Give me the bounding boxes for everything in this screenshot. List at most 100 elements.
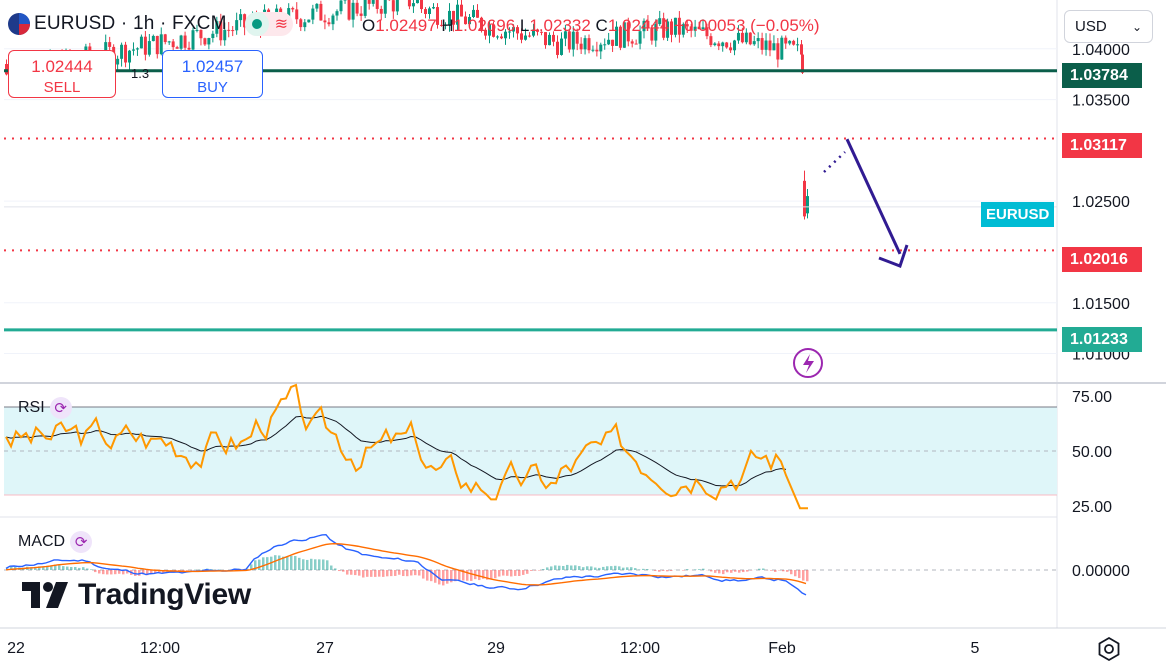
candle-body (460, 4, 463, 17)
macd-histogram-bar (346, 570, 349, 575)
candle-body (411, 3, 415, 7)
macd-histogram-bar (366, 570, 369, 577)
time-tick-label: 22 (7, 640, 25, 657)
macd-histogram-bar (758, 568, 761, 570)
macd-histogram-bar (594, 567, 597, 570)
candle-body (203, 38, 207, 45)
refresh-icon[interactable]: ⟳ (70, 531, 93, 553)
candle-body (658, 18, 662, 25)
macd-histogram-bar (354, 570, 357, 576)
candle-body (670, 21, 673, 35)
macd-histogram-bar (66, 566, 69, 570)
macd-histogram-bar (330, 565, 333, 570)
macd-histogram-bar (530, 570, 533, 571)
macd-histogram-bar (50, 565, 53, 570)
macd-histogram-bar (666, 570, 669, 572)
candle-body (371, 0, 375, 4)
candle-body (697, 26, 701, 30)
macd-histogram-bar (538, 570, 541, 571)
macd-legend[interactable]: MACD ⟳ (18, 531, 93, 553)
candle-body (116, 58, 120, 65)
candle-body (379, 8, 383, 14)
candle-body (603, 44, 607, 46)
macd-histogram-bar (278, 555, 281, 570)
macd-histogram-bar (350, 570, 353, 575)
candle-body (508, 31, 511, 33)
candle-body (219, 21, 223, 41)
candle-body (231, 30, 235, 32)
candle-body (480, 17, 483, 30)
currency-select[interactable]: USD ⌄ (1064, 10, 1153, 43)
sell-button[interactable]: 1.02444 SELL (8, 50, 116, 98)
candle-body (806, 196, 809, 214)
macd-histogram-bar (710, 570, 713, 572)
macd-histogram-bar (642, 568, 645, 570)
settings-icon[interactable] (1094, 634, 1124, 664)
candle-body (375, 0, 379, 9)
macd-histogram-bar (570, 565, 573, 570)
candle-body (331, 15, 335, 25)
candle-body (395, 0, 399, 12)
candle-body (307, 19, 311, 23)
candle-body (713, 43, 717, 46)
macd-histogram-bar (294, 556, 297, 570)
macd-histogram-bar (514, 570, 517, 576)
candle-body (634, 43, 638, 45)
lightning-icon (793, 348, 823, 378)
macd-histogram-bar (30, 567, 33, 570)
candle-body (5, 64, 8, 75)
macd-histogram-bar (510, 570, 513, 577)
candle-body (736, 32, 740, 41)
macd-histogram-bar (138, 570, 141, 576)
candle-body (295, 9, 299, 20)
macd-histogram-bar (302, 559, 305, 570)
time-tick-label: 12:00 (620, 640, 660, 657)
macd-histogram-bar (186, 570, 189, 571)
refresh-icon[interactable]: ⟳ (49, 397, 72, 419)
rsi-tick-label: 75.00 (1072, 389, 1112, 406)
sell-label: SELL (43, 79, 81, 96)
candle-body (444, 24, 447, 26)
candle-body (199, 29, 203, 39)
macd-histogram-bar (314, 559, 317, 570)
macd-histogram-bar (458, 570, 461, 581)
candle-body (571, 31, 575, 50)
macd-histogram-bar (562, 565, 565, 570)
candle-body (452, 10, 455, 25)
candle-body (512, 27, 515, 32)
symbol-header[interactable]: EURUSD · 1h · FXCM ≋ (8, 12, 294, 36)
macd-histogram-bar (682, 570, 685, 571)
market-status-pill[interactable]: ≋ (244, 12, 294, 36)
macd-histogram-bar (118, 570, 121, 574)
candle-body (693, 26, 697, 31)
eu-us-flag-icon (8, 13, 30, 35)
macd-histogram-bar (790, 570, 793, 575)
macd-histogram-bar (470, 570, 473, 581)
macd-histogram-bar (262, 557, 265, 570)
macd-histogram-bar (698, 569, 701, 570)
candle-body (524, 35, 527, 40)
candle-body (299, 19, 303, 28)
macd-histogram-bar (250, 564, 253, 570)
macd-histogram-bar (486, 570, 489, 580)
candle-body (464, 16, 467, 25)
spread-value: 1.3 (131, 66, 150, 81)
candle-body (709, 36, 713, 46)
macd-histogram-bar (482, 570, 485, 579)
macd-histogram-bar (438, 570, 441, 585)
candle-body (456, 4, 459, 25)
macd-histogram-bar (722, 570, 725, 575)
macd-histogram-bar (738, 570, 741, 573)
macd-histogram-bar (726, 570, 729, 573)
macd-histogram-bar (782, 570, 785, 572)
macd-histogram-bar (430, 570, 433, 582)
macd-histogram-bar (246, 568, 249, 570)
macd-histogram-bar (774, 570, 777, 572)
rsi-legend[interactable]: RSI ⟳ (18, 397, 72, 419)
candle-body (760, 38, 764, 50)
candle-body (575, 31, 579, 44)
candle-body (579, 43, 583, 50)
candle-body (560, 38, 563, 55)
buy-button[interactable]: 1.02457 BUY (162, 50, 263, 98)
